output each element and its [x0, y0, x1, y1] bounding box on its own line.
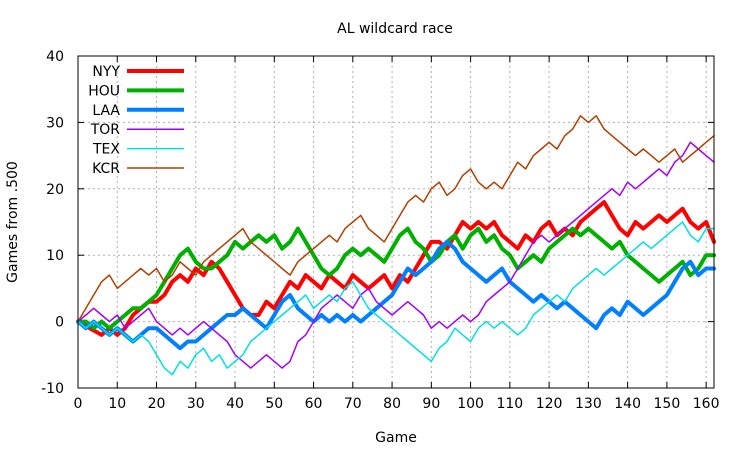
x-tick-label: 90 — [422, 396, 440, 412]
x-tick-label: 70 — [344, 396, 362, 412]
y-tick-label: 30 — [46, 115, 64, 131]
x-tick-label: 140 — [614, 396, 641, 412]
x-tick-label: 30 — [187, 396, 205, 412]
y-tick-label: 40 — [46, 49, 64, 65]
x-tick-label: 100 — [457, 396, 484, 412]
y-tick-label: -10 — [41, 381, 64, 397]
y-tick-label: 0 — [55, 315, 64, 331]
plot-frame — [77, 55, 715, 389]
x-tick-label: 160 — [693, 396, 720, 412]
series-line-hou — [76, 226, 716, 331]
legend: NYY HOU LAA TOR TEX KCR — [88, 64, 184, 177]
x-tick-label: 110 — [496, 396, 523, 412]
x-tick-label: 130 — [575, 396, 602, 412]
legend-label-tor: TOR — [90, 122, 121, 138]
series-line-tor — [77, 141, 715, 369]
series-line-nyy — [76, 200, 716, 337]
x-tick-label: 80 — [383, 396, 401, 412]
x-tick-label: 0 — [74, 396, 83, 412]
x-tick-label: 50 — [265, 396, 283, 412]
legend-label-nyy: NYY — [92, 64, 120, 80]
x-tick-label: 40 — [226, 396, 244, 412]
series-line-tex — [77, 221, 715, 376]
x-axis-label: Game — [375, 430, 417, 446]
chart-title: AL wildcard race — [337, 21, 453, 37]
x-tick-label: 20 — [148, 396, 166, 412]
y-tick-label: 20 — [46, 182, 64, 198]
grid — [78, 56, 714, 388]
legend-label-tex: TEX — [92, 142, 120, 158]
x-tick-label: 10 — [108, 396, 126, 412]
series-line-laa — [76, 239, 716, 351]
legend-label-kcr: KCR — [92, 161, 120, 177]
legend-label-hou: HOU — [88, 83, 120, 99]
y-tick-label: 10 — [46, 248, 64, 264]
axis-ticks: 0 10 20 30 40 50 60 70 80 90 100 110 120 130 140 150 160… — [41, 49, 719, 412]
series-line-kcr — [77, 115, 715, 323]
y-axis-label: Games from .500 — [5, 161, 21, 283]
x-tick-label: 150 — [654, 396, 681, 412]
legend-label-laa: LAA — [92, 103, 120, 119]
series-group — [76, 115, 716, 376]
x-tick-label: 60 — [305, 396, 323, 412]
x-tick-label: 120 — [536, 396, 563, 412]
